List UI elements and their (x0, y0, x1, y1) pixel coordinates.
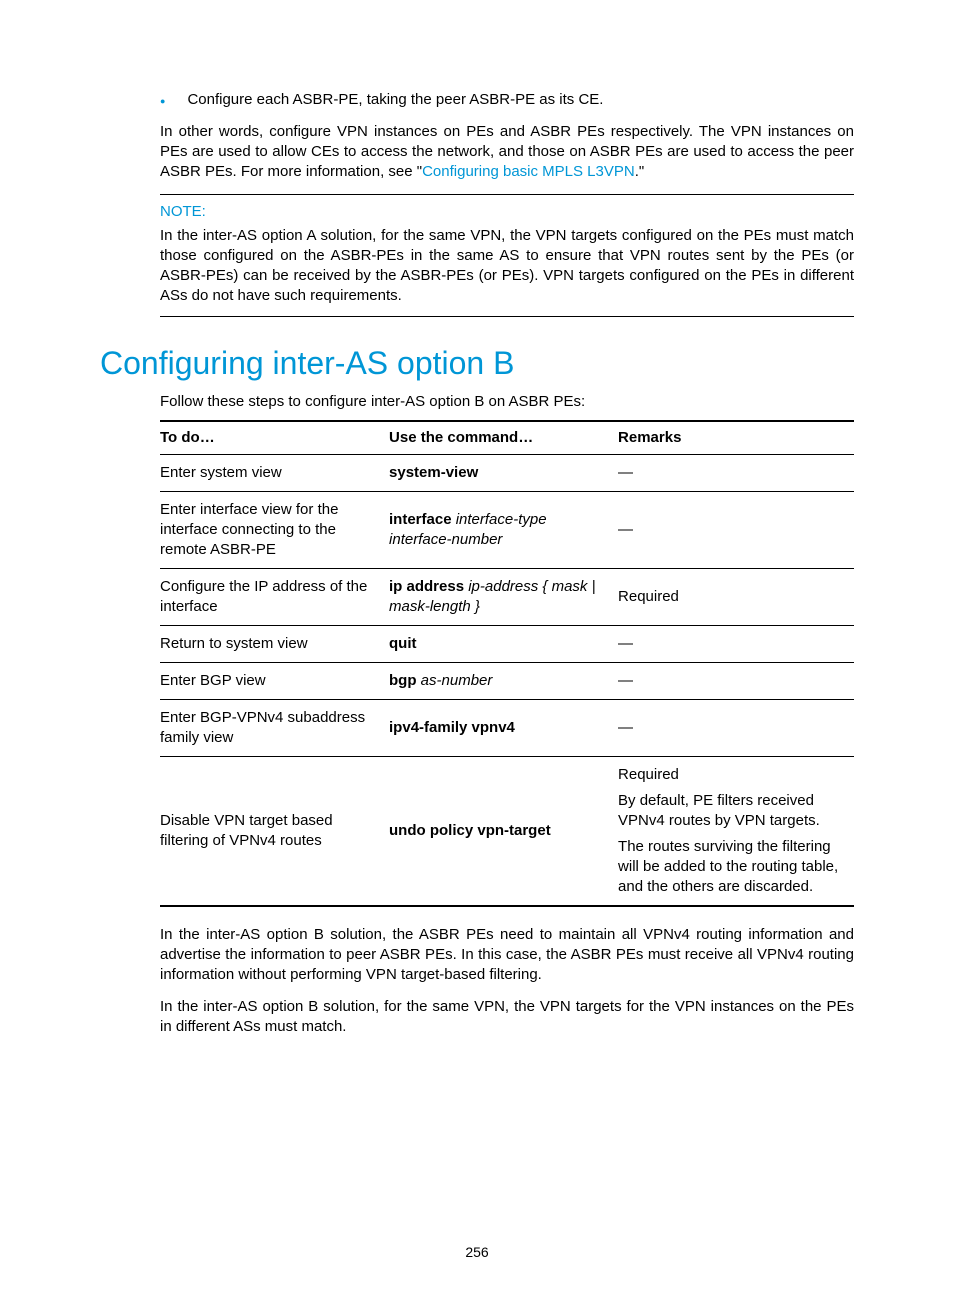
note-body: In the inter-AS option A solution, for t… (160, 226, 854, 306)
remark-line: By default, PE filters received VPNv4 ro… (618, 791, 844, 831)
table-row: Return to system viewquit — (160, 626, 854, 663)
cell-remarks: Required By default, PE filters received … (618, 757, 854, 907)
cell-command: system-view (389, 455, 618, 492)
heading-inter-as-option-b: Configuring inter-AS option B (100, 345, 854, 382)
cell-command: ip address ip-address { mask | mask-leng… (389, 569, 618, 626)
table-header-row: To do… Use the command… Remarks (160, 421, 854, 455)
note-box: NOTE: In the inter-AS option A solution,… (160, 194, 854, 317)
table-row: Enter system viewsystem-view — (160, 455, 854, 492)
th-todo: To do… (160, 421, 389, 455)
table-row: Enter BGP-VPNv4 subaddress family viewip… (160, 700, 854, 757)
cmd-bold: interface (389, 511, 452, 528)
cell-command: quit (389, 626, 618, 663)
cmd-bold: ip address (389, 578, 464, 595)
cell-remarks: — (618, 626, 854, 663)
table-row: Enter BGP viewbgp as-number— (160, 663, 854, 700)
cell-remarks: — (618, 492, 854, 569)
paragraph-after-1: In the inter-AS option B solution, the A… (160, 925, 854, 985)
cmd-bold: bgp (389, 672, 417, 689)
note-title: NOTE: (160, 203, 854, 220)
intro-text: Follow these steps to configure inter-AS… (160, 392, 854, 412)
cell-remarks: Required (618, 569, 854, 626)
cmd-bold: system-view (389, 464, 478, 481)
cell-command: interface interface-type interface-numbe… (389, 492, 618, 569)
table-row: Configure the IP address of the interfac… (160, 569, 854, 626)
cell-todo: Configure the IP address of the interfac… (160, 569, 389, 626)
cmd-italic: as-number (417, 672, 493, 689)
page-number: 256 (0, 1244, 954, 1260)
cell-remarks: — (618, 455, 854, 492)
remark-line: The routes surviving the filtering will … (618, 837, 844, 897)
para1-suffix: ." (635, 163, 645, 180)
cell-todo: Enter interface view for the interface c… (160, 492, 389, 569)
th-command: Use the command… (389, 421, 618, 455)
cmd-bold: ipv4-family vpnv4 (389, 719, 515, 736)
table-row: Disable VPN target based filtering of VP… (160, 757, 854, 907)
cmd-bold: undo policy vpn-target (389, 822, 551, 839)
th-remarks: Remarks (618, 421, 854, 455)
paragraph-after-2: In the inter-AS option B solution, for t… (160, 997, 854, 1037)
cell-remarks: — (618, 700, 854, 757)
cell-command: bgp as-number (389, 663, 618, 700)
cell-command: ipv4-family vpnv4 (389, 700, 618, 757)
cell-todo: Enter BGP-VPNv4 subaddress family view (160, 700, 389, 757)
bullet-text: Configure each ASBR-PE, taking the peer … (187, 90, 603, 110)
paragraph-intro: In other words, configure VPN instances … (160, 122, 854, 182)
table-body: Enter system viewsystem-view — Enter inter… (160, 455, 854, 907)
bullet-item: ● Configure each ASBR-PE, taking the pee… (160, 90, 854, 110)
cell-todo: Enter BGP view (160, 663, 389, 700)
link-configuring-basic-mpls-l3vpn[interactable]: Configuring basic MPLS L3VPN (422, 163, 635, 180)
cell-remarks: — (618, 663, 854, 700)
cell-todo: Return to system view (160, 626, 389, 663)
cmd-bold: quit (389, 635, 417, 652)
cell-todo: Enter system view (160, 455, 389, 492)
remark-line: Required (618, 765, 844, 785)
bullet-icon: ● (160, 92, 165, 110)
cell-todo: Disable VPN target based filtering of VP… (160, 757, 389, 907)
config-table: To do… Use the command… Remarks Enter sy… (160, 420, 854, 907)
table-row: Enter interface view for the interface c… (160, 492, 854, 569)
page-content: ● Configure each ASBR-PE, taking the pee… (0, 0, 954, 1089)
cell-command: undo policy vpn-target (389, 757, 618, 907)
